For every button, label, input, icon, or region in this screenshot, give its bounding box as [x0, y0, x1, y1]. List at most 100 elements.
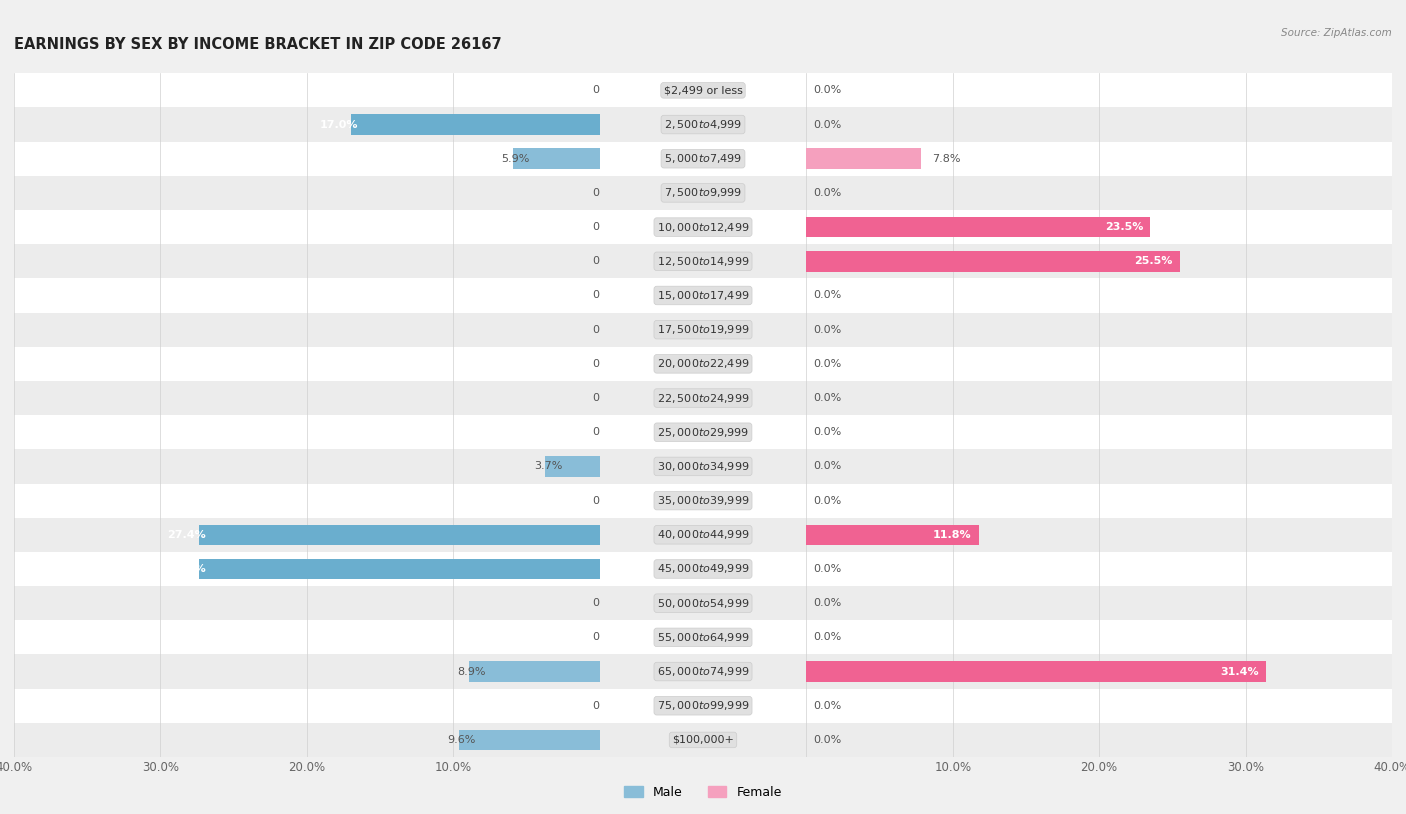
Bar	[599, 484, 807, 518]
Text: $17,500 to $19,999: $17,500 to $19,999	[657, 323, 749, 336]
Bar	[599, 654, 807, 689]
Bar	[14, 176, 599, 210]
Bar	[807, 210, 1392, 244]
Text: 0.0%: 0.0%	[592, 325, 620, 335]
Text: 0.0%: 0.0%	[814, 496, 842, 505]
Text: 0.0%: 0.0%	[592, 291, 620, 300]
Bar	[14, 484, 599, 518]
Bar	[807, 552, 1392, 586]
Text: 7.8%: 7.8%	[932, 154, 960, 164]
Text: $2,500 to $4,999: $2,500 to $4,999	[664, 118, 742, 131]
Bar	[14, 449, 599, 484]
Text: $25,000 to $29,999: $25,000 to $29,999	[657, 426, 749, 439]
Text: 0.0%: 0.0%	[592, 222, 620, 232]
Bar	[14, 313, 599, 347]
Text: $22,500 to $24,999: $22,500 to $24,999	[657, 392, 749, 405]
Text: 23.5%: 23.5%	[1105, 222, 1143, 232]
Bar	[807, 142, 1392, 176]
Bar	[807, 654, 1392, 689]
Bar	[807, 313, 1392, 347]
Bar	[807, 176, 1392, 210]
Text: 0.0%: 0.0%	[592, 393, 620, 403]
Bar	[14, 381, 599, 415]
Text: 25.5%: 25.5%	[1135, 256, 1173, 266]
Bar	[513, 148, 599, 169]
Legend: Male, Female: Male, Female	[619, 781, 787, 803]
Text: 0.0%: 0.0%	[592, 256, 620, 266]
Bar	[599, 210, 807, 244]
Bar	[807, 524, 979, 545]
Bar	[599, 176, 807, 210]
Bar	[599, 278, 807, 313]
Bar	[807, 347, 1392, 381]
Text: 0.0%: 0.0%	[814, 291, 842, 300]
Text: EARNINGS BY SEX BY INCOME BRACKET IN ZIP CODE 26167: EARNINGS BY SEX BY INCOME BRACKET IN ZIP…	[14, 37, 502, 51]
Text: $10,000 to $12,499: $10,000 to $12,499	[657, 221, 749, 234]
Bar	[470, 661, 599, 682]
Bar	[599, 689, 807, 723]
Text: 0.0%: 0.0%	[814, 120, 842, 129]
Bar	[14, 244, 599, 278]
Bar	[807, 148, 921, 169]
Text: $100,000+: $100,000+	[672, 735, 734, 745]
Text: $12,500 to $14,999: $12,500 to $14,999	[657, 255, 749, 268]
Text: $20,000 to $22,499: $20,000 to $22,499	[657, 357, 749, 370]
Text: $15,000 to $17,499: $15,000 to $17,499	[657, 289, 749, 302]
Bar	[807, 217, 1150, 238]
Bar	[599, 73, 807, 107]
Text: 27.4%: 27.4%	[167, 564, 205, 574]
Bar	[14, 654, 599, 689]
Text: 0.0%: 0.0%	[592, 188, 620, 198]
Bar	[807, 415, 1392, 449]
Text: 9.6%: 9.6%	[447, 735, 475, 745]
Bar	[599, 244, 807, 278]
Text: 0.0%: 0.0%	[814, 462, 842, 471]
Bar	[14, 142, 599, 176]
Bar	[350, 114, 599, 135]
Text: $75,000 to $99,999: $75,000 to $99,999	[657, 699, 749, 712]
Text: 0.0%: 0.0%	[592, 598, 620, 608]
Text: $2,499 or less: $2,499 or less	[664, 85, 742, 95]
Bar	[807, 244, 1392, 278]
Bar	[546, 456, 599, 477]
Text: $50,000 to $54,999: $50,000 to $54,999	[657, 597, 749, 610]
Text: 0.0%: 0.0%	[814, 632, 842, 642]
Text: 0.0%: 0.0%	[814, 393, 842, 403]
Bar	[599, 586, 807, 620]
Text: 5.9%: 5.9%	[502, 154, 530, 164]
Bar	[807, 518, 1392, 552]
Bar	[14, 210, 599, 244]
Bar	[599, 518, 807, 552]
Text: $7,500 to $9,999: $7,500 to $9,999	[664, 186, 742, 199]
Text: 31.4%: 31.4%	[1220, 667, 1258, 676]
Bar	[198, 558, 599, 580]
Text: 11.8%: 11.8%	[934, 530, 972, 540]
Text: 0.0%: 0.0%	[592, 359, 620, 369]
Text: 0.0%: 0.0%	[814, 188, 842, 198]
Text: 0.0%: 0.0%	[814, 735, 842, 745]
Bar	[807, 484, 1392, 518]
Bar	[599, 381, 807, 415]
Bar	[14, 278, 599, 313]
Text: 0.0%: 0.0%	[814, 85, 842, 95]
Bar	[198, 524, 599, 545]
Bar	[807, 661, 1265, 682]
Bar	[807, 620, 1392, 654]
Bar	[807, 107, 1392, 142]
Text: 27.4%: 27.4%	[167, 530, 205, 540]
Bar	[599, 347, 807, 381]
Text: 0.0%: 0.0%	[592, 632, 620, 642]
Text: $35,000 to $39,999: $35,000 to $39,999	[657, 494, 749, 507]
Bar	[599, 552, 807, 586]
Bar	[14, 518, 599, 552]
Text: $65,000 to $74,999: $65,000 to $74,999	[657, 665, 749, 678]
Bar	[14, 107, 599, 142]
Bar	[599, 142, 807, 176]
Bar	[807, 278, 1392, 313]
Bar	[14, 586, 599, 620]
Bar	[14, 347, 599, 381]
Bar	[599, 620, 807, 654]
Text: 0.0%: 0.0%	[592, 701, 620, 711]
Text: $30,000 to $34,999: $30,000 to $34,999	[657, 460, 749, 473]
Bar	[14, 620, 599, 654]
